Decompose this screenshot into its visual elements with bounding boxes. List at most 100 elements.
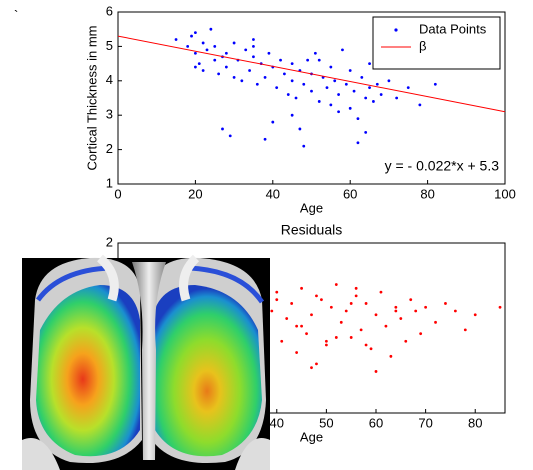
data-point (263, 75, 267, 79)
data-point (359, 328, 363, 332)
data-point (317, 58, 321, 62)
brain-image (22, 254, 270, 470)
data-point (290, 79, 294, 83)
data-point (263, 137, 267, 141)
data-point (333, 79, 337, 83)
x-axis-label: Age (300, 429, 323, 444)
data-point (409, 298, 413, 302)
data-point (317, 100, 321, 103)
legend-box (372, 16, 501, 70)
x-tick-label: 0 (114, 186, 121, 201)
x-tick-label: 80 (420, 186, 434, 201)
data-point (372, 100, 375, 103)
data-point (375, 82, 379, 86)
data-point (368, 62, 371, 65)
data-point (244, 48, 248, 52)
data-point (232, 41, 236, 45)
data-point (300, 286, 303, 290)
x-tick-label: 60 (343, 186, 357, 201)
data-point (374, 370, 378, 373)
data-point (379, 290, 383, 294)
data-point (473, 313, 477, 317)
data-point (344, 309, 348, 313)
data-point (368, 86, 371, 90)
annotation: y = - 0.022*x + 5.3 (385, 158, 500, 174)
data-point (252, 45, 255, 48)
data-point (252, 38, 255, 41)
legend-label: Data Points (419, 21, 487, 36)
data-point (419, 332, 423, 336)
legend-swatch (394, 28, 398, 32)
data-point (434, 320, 437, 324)
data-point (325, 86, 329, 90)
data-point (337, 110, 340, 114)
data-point (267, 51, 271, 55)
stray-mark: ` (14, 7, 18, 22)
data-point (356, 141, 360, 145)
data-point (364, 343, 368, 347)
data-point (248, 69, 251, 72)
data-point (360, 75, 364, 79)
data-point (194, 51, 197, 55)
data-point (344, 82, 348, 86)
data-point (354, 286, 358, 290)
data-point (294, 96, 298, 100)
y-tick-label: 3 (106, 107, 113, 122)
data-point (334, 283, 338, 286)
data-point (337, 93, 340, 96)
data-point (339, 320, 343, 324)
data-point (418, 103, 422, 107)
x-tick-label: 40 (270, 415, 284, 430)
data-point (290, 113, 294, 117)
data-point (271, 120, 275, 124)
data-point (201, 41, 205, 45)
y-tick-label: 6 (106, 3, 113, 18)
data-point (275, 86, 279, 90)
data-point (310, 313, 313, 317)
data-point (334, 336, 338, 339)
data-point (444, 302, 447, 305)
data-point (384, 324, 388, 328)
x-tick-label: 20 (188, 186, 202, 201)
data-point (395, 96, 399, 100)
data-point (190, 34, 193, 38)
data-point (279, 58, 282, 62)
data-point (364, 96, 368, 100)
data-point (302, 82, 306, 86)
data-point (313, 51, 317, 55)
data-point (232, 75, 236, 79)
data-point (213, 45, 217, 48)
x-tick-label: 70 (418, 415, 432, 430)
data-point (348, 69, 352, 72)
data-point (463, 328, 467, 332)
data-point (329, 65, 333, 69)
data-point (399, 317, 403, 320)
data-point (174, 38, 178, 41)
y-tick-label: 5 (106, 38, 113, 53)
data-point (286, 93, 290, 96)
data-point (349, 336, 353, 339)
x-tick-label: 80 (468, 415, 482, 430)
data-point (453, 309, 457, 313)
data-point (394, 309, 398, 313)
data-point (255, 82, 259, 86)
data-point (290, 62, 294, 65)
data-point (498, 305, 502, 309)
data-point (275, 290, 279, 294)
y-tick-label: 4 (106, 72, 113, 87)
data-point (213, 58, 217, 62)
data-point (280, 339, 284, 343)
data-point (364, 131, 368, 134)
data-point (433, 82, 437, 86)
data-point (194, 65, 197, 69)
data-point (194, 31, 197, 35)
data-point (348, 106, 352, 110)
data-point (354, 294, 358, 298)
x-tick-label: 100 (494, 186, 516, 201)
data-point (414, 309, 418, 313)
data-point (224, 65, 228, 69)
data-point (295, 351, 299, 354)
data-point (205, 48, 209, 52)
data-point (310, 89, 313, 93)
